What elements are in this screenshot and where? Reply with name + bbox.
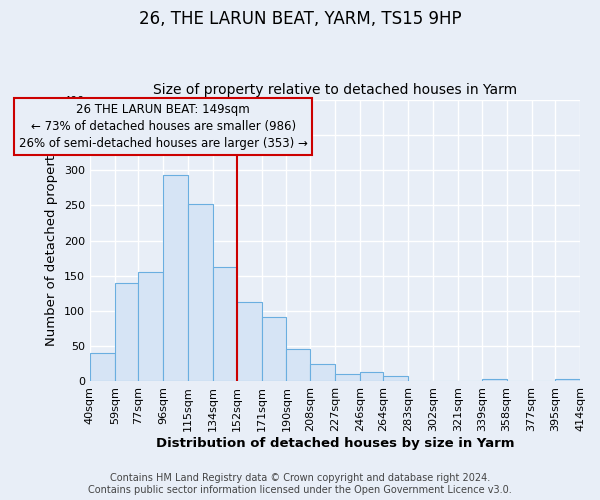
Y-axis label: Number of detached properties: Number of detached properties bbox=[45, 136, 58, 346]
Bar bbox=[115, 283, 139, 382]
Bar bbox=[360, 372, 383, 382]
Bar bbox=[213, 266, 236, 382]
Bar bbox=[236, 302, 262, 382]
Bar bbox=[139, 272, 163, 382]
Bar bbox=[383, 376, 409, 382]
Title: Size of property relative to detached houses in Yarm: Size of property relative to detached ho… bbox=[153, 83, 517, 97]
Text: 26 THE LARUN BEAT: 149sqm
← 73% of detached houses are smaller (986)
26% of semi: 26 THE LARUN BEAT: 149sqm ← 73% of detac… bbox=[19, 103, 308, 150]
Bar bbox=[555, 380, 580, 382]
Bar bbox=[262, 316, 286, 382]
Bar bbox=[310, 364, 335, 382]
Bar bbox=[286, 349, 310, 382]
Bar bbox=[188, 204, 213, 382]
Bar bbox=[163, 175, 188, 382]
Text: 26, THE LARUN BEAT, YARM, TS15 9HP: 26, THE LARUN BEAT, YARM, TS15 9HP bbox=[139, 10, 461, 28]
Bar bbox=[90, 354, 115, 382]
Bar bbox=[482, 380, 506, 382]
Text: Contains HM Land Registry data © Crown copyright and database right 2024.
Contai: Contains HM Land Registry data © Crown c… bbox=[88, 474, 512, 495]
X-axis label: Distribution of detached houses by size in Yarm: Distribution of detached houses by size … bbox=[155, 437, 514, 450]
Bar bbox=[335, 374, 360, 382]
